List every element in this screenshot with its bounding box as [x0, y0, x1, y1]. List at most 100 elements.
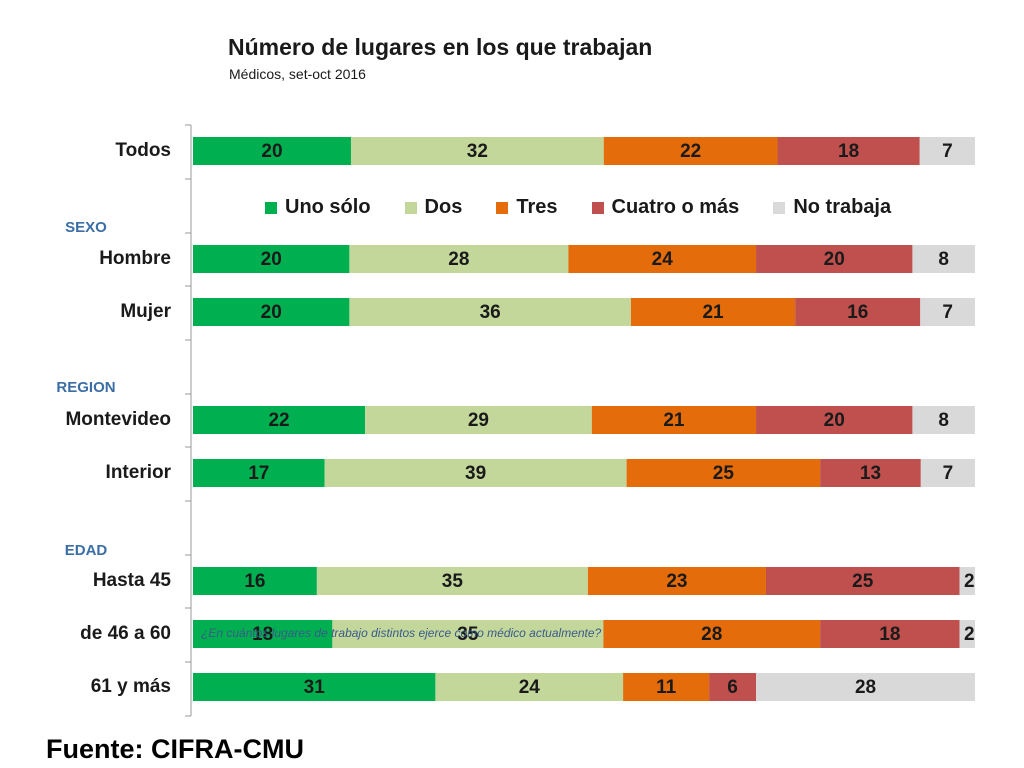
- category-label: de 46 a 60: [80, 623, 171, 644]
- category-label: Hasta 45: [93, 570, 172, 591]
- bar-value-label: 28: [701, 624, 722, 645]
- bar-value-label: 8: [938, 249, 949, 270]
- category-label: Mujer: [120, 301, 171, 322]
- bar-value-label: 29: [468, 410, 489, 431]
- bar-value-label: 7: [943, 463, 954, 484]
- category-label: Interior: [106, 462, 172, 483]
- bar-segment: [316, 567, 588, 595]
- bar-segment: [568, 245, 757, 273]
- bar-segment: [920, 298, 975, 326]
- legend-swatch-no-trabaja: [773, 201, 786, 214]
- bar-segment: [324, 459, 627, 487]
- bar-value-label: 31: [304, 677, 326, 698]
- bar-segment: [193, 406, 366, 434]
- bar-value-label: 18: [838, 141, 859, 162]
- legend-label: Tres: [516, 196, 558, 218]
- bar-segment: [626, 459, 821, 487]
- bar-value-label: 25: [852, 571, 874, 592]
- bar-value-label: 13: [860, 463, 881, 484]
- bar-segment: [193, 620, 333, 648]
- legend-item: No trabaja: [773, 196, 891, 219]
- bar-value-label: 21: [663, 410, 685, 431]
- bar-segment: [349, 298, 631, 326]
- bar-segment: [603, 137, 778, 165]
- bar-segment: [756, 245, 913, 273]
- bar-value-label: 2: [964, 571, 975, 592]
- bar-segment: [709, 673, 757, 701]
- bar-value-label: 8: [938, 410, 949, 431]
- legend-item: Tres: [496, 196, 558, 219]
- bar-segment: [919, 137, 975, 165]
- bar-segment: [765, 567, 960, 595]
- bar-segment: [820, 459, 921, 487]
- bar-value-label: 20: [824, 249, 845, 270]
- bar-segment: [820, 620, 960, 648]
- bar-value-label: 11: [656, 677, 677, 698]
- bar-segment: [193, 567, 317, 595]
- bar-value-label: 25: [713, 463, 735, 484]
- chart-subtitle: Médicos, set-oct 2016: [229, 66, 366, 82]
- bar-segment: [756, 406, 913, 434]
- bar-segment: [587, 567, 766, 595]
- bar-segment: [349, 245, 569, 273]
- bar-segment: [365, 406, 592, 434]
- group-label: REGION: [56, 379, 115, 396]
- legend-item: Cuatro o más: [591, 196, 740, 219]
- legend-swatch-tres: [496, 201, 509, 214]
- category-label: Todos: [115, 140, 171, 161]
- bar-segment: [435, 673, 624, 701]
- legend-swatch-cuatro-o-mas: [591, 201, 604, 214]
- bar-value-label: 36: [480, 302, 501, 323]
- bar-segment: [193, 298, 350, 326]
- chart-title: Número de lugares en los que trabajan: [228, 34, 653, 60]
- source-note: Fuente: CIFRA-CMU: [46, 734, 304, 764]
- bar-value-label: 17: [248, 463, 269, 484]
- legend-label: Dos: [424, 196, 463, 218]
- bar-value-label: 20: [261, 302, 282, 323]
- bar-value-label: 39: [465, 463, 486, 484]
- bar-value-label: 6: [727, 677, 738, 698]
- bar-value-label: 35: [442, 571, 464, 592]
- chart-legend: Uno sólo Dos Tres Cuatro o más No trabaj…: [265, 196, 891, 219]
- bar-segment: [193, 459, 325, 487]
- bar-value-label: 35: [457, 624, 479, 645]
- bar-segment: [912, 245, 975, 273]
- question-note: ¿En cuántos lugares de trabajo distintos…: [201, 626, 602, 640]
- bar-value-label: 20: [261, 141, 282, 162]
- bar-segment: [591, 406, 757, 434]
- bar-value-label: 18: [879, 624, 900, 645]
- bar-segment: [332, 620, 604, 648]
- category-label: 61 y más: [91, 676, 171, 697]
- bar-value-label: 22: [680, 141, 701, 162]
- group-label: EDAD: [65, 542, 108, 559]
- bar-segment: [959, 620, 975, 648]
- bar-segment: [603, 620, 821, 648]
- bar-value-label: 20: [261, 249, 282, 270]
- bar-value-label: 20: [824, 410, 845, 431]
- bar-value-label: 16: [244, 571, 265, 592]
- bar-value-label: 16: [847, 302, 868, 323]
- legend-item: Dos: [404, 196, 463, 219]
- bar-value-label: 32: [467, 141, 488, 162]
- bar-segment: [193, 673, 436, 701]
- bar-value-label: 21: [702, 302, 724, 323]
- bar-segment: [193, 245, 350, 273]
- bar-value-label: 22: [268, 410, 289, 431]
- legend-label: Uno sólo: [285, 196, 371, 218]
- legend-swatch-uno-solo: [265, 201, 277, 214]
- legend-swatch-dos: [404, 201, 417, 214]
- bar-segment: [920, 459, 975, 487]
- category-label: Hombre: [99, 248, 171, 269]
- bar-value-label: 28: [855, 677, 876, 698]
- bar-segment: [756, 673, 975, 701]
- legend-label: No trabaja: [793, 196, 892, 218]
- bar-value-label: 23: [666, 571, 687, 592]
- bar-value-label: 18: [252, 624, 273, 645]
- legend-label: Cuatro o más: [611, 196, 740, 218]
- bar-value-label: 28: [448, 249, 469, 270]
- bar-segment: [795, 298, 921, 326]
- bar-value-label: 2: [964, 624, 975, 645]
- legend-item: Uno sólo: [265, 196, 371, 219]
- bar-segment: [350, 137, 604, 165]
